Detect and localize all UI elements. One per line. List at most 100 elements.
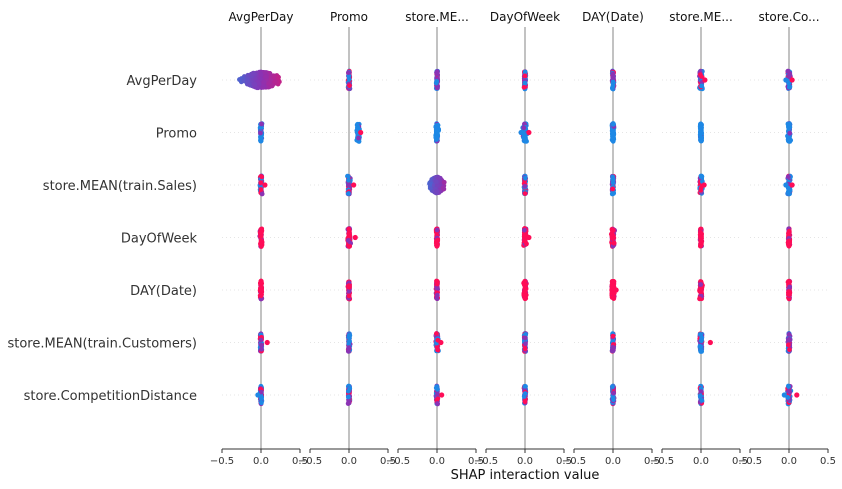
data-point [272, 74, 277, 80]
data-point [259, 121, 264, 127]
data-point [698, 130, 704, 136]
data-point [786, 126, 792, 132]
column-titles: AvgPerDay Promo store.ME... DayOfWeek DAY(Da… [228, 10, 819, 24]
data-point [787, 188, 793, 194]
data-point [698, 282, 704, 287]
data-point [264, 339, 270, 346]
data-point [698, 137, 703, 143]
data-point [522, 282, 528, 287]
data-point [610, 384, 615, 389]
column-title: store.ME... [669, 10, 733, 24]
data-point [789, 77, 795, 83]
column-title: AvgPerDay [228, 10, 293, 24]
data-point [701, 182, 707, 188]
x-tick-label: 0.5 [292, 456, 308, 467]
data-point [358, 129, 364, 136]
panels: −0.5 0.0 0.5−0.5 0.0 0.5−0.5 0.0 0.5−0.5 0.0 0.5… [210, 27, 836, 467]
panel: −0.5 0.0 0.5 [298, 27, 396, 467]
data-point [611, 294, 616, 300]
data-point [258, 135, 264, 141]
data-point [522, 191, 528, 196]
x-tick-label: 0.0 [429, 456, 445, 467]
data-point [258, 226, 264, 232]
data-point [276, 74, 281, 80]
data-point [521, 227, 527, 233]
data-point [435, 279, 440, 285]
data-point [781, 392, 787, 398]
x-axis-label: SHAP interaction value [451, 468, 600, 483]
data-point [698, 288, 704, 294]
data-point [610, 291, 616, 296]
data-point [698, 72, 703, 77]
data-point [434, 123, 440, 129]
x-tick-label: 0.0 [781, 456, 797, 467]
data-point [439, 392, 445, 398]
x-tick-label: −0.5 [386, 456, 410, 467]
data-point [787, 284, 793, 290]
data-point [345, 191, 351, 196]
x-tick-label: 0.0 [605, 456, 621, 467]
x-tick-label: 0.5 [556, 456, 572, 467]
data-point [697, 125, 703, 131]
data-point [610, 79, 616, 85]
data-point [434, 134, 440, 140]
data-point [613, 287, 619, 293]
data-point [434, 331, 439, 336]
data-point [610, 283, 615, 289]
data-point [346, 345, 352, 351]
x-tick-label: 0.5 [380, 456, 396, 467]
data-point [345, 238, 351, 243]
column-title: DAY(Date) [582, 10, 644, 24]
data-point [346, 177, 351, 183]
data-point [611, 136, 616, 141]
data-point [427, 181, 433, 187]
data-point [783, 77, 789, 83]
data-point [610, 186, 616, 192]
data-point [699, 335, 705, 341]
data-point [259, 288, 264, 293]
data-point [789, 182, 795, 188]
data-point [258, 234, 264, 239]
data-point [699, 397, 705, 403]
data-point [269, 83, 275, 89]
data-point [610, 75, 616, 80]
data-point [434, 71, 440, 77]
data-point [522, 383, 528, 389]
data-point [522, 391, 528, 397]
data-point [522, 175, 528, 181]
data-point [698, 185, 704, 191]
data-point [433, 240, 439, 246]
data-point [435, 396, 441, 401]
data-point [435, 347, 440, 353]
data-point [356, 135, 361, 141]
data-point [611, 279, 616, 284]
data-point [258, 400, 264, 406]
data-point [258, 187, 264, 192]
data-point [247, 82, 252, 88]
data-point [611, 397, 616, 402]
data-point [347, 243, 353, 249]
data-point [697, 343, 703, 349]
data-point [610, 121, 616, 127]
x-tick-label: −0.5 [298, 456, 322, 467]
data-point [347, 182, 352, 188]
data-point [521, 125, 527, 131]
data-point [435, 391, 440, 397]
x-tick-label: −0.5 [474, 456, 498, 467]
data-point [698, 234, 704, 239]
data-point [433, 127, 439, 133]
data-point [698, 389, 704, 395]
data-point [702, 77, 708, 83]
x-tick-label: 0.5 [644, 456, 660, 467]
data-point [786, 138, 791, 143]
data-point [610, 71, 616, 77]
data-point [258, 180, 264, 186]
data-point [698, 238, 704, 243]
x-tick-label: 0.5 [820, 456, 836, 467]
data-point [522, 346, 528, 352]
row-label: DAY(Date) [130, 284, 197, 299]
data-point [262, 182, 268, 188]
points [237, 68, 800, 407]
data-point [786, 231, 791, 237]
data-point [433, 80, 439, 86]
